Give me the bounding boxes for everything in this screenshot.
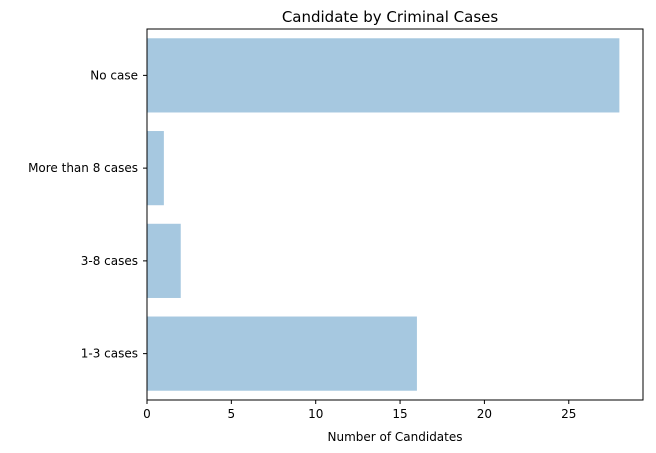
y-tick-label: No case — [90, 68, 138, 82]
bar-1-3-cases — [147, 316, 417, 391]
x-axis-label: Number of Candidates — [328, 430, 463, 444]
bar-no-case — [147, 38, 620, 113]
y-tick-label: 1-3 cases — [81, 347, 138, 361]
axes-group — [146, 28, 644, 401]
bars-group — [147, 38, 620, 391]
x-tick-label: 10 — [308, 407, 323, 421]
bar-more-than-8-cases — [147, 131, 164, 206]
x-tick-label: 25 — [561, 407, 576, 421]
x-axis-ticks: 0 5 10 15 20 25 — [143, 400, 576, 421]
y-axis-ticks: 1-3 cases 3-8 cases More than 8 cases No ca… — [28, 68, 147, 361]
x-tick-label: 5 — [228, 407, 236, 421]
bar-3-8-cases — [147, 223, 181, 298]
x-tick-label: 20 — [477, 407, 492, 421]
x-tick-label: 0 — [143, 407, 151, 421]
x-tick-label: 15 — [392, 407, 407, 421]
plot-frame — [146, 28, 644, 401]
chart-title: Candidate by Criminal Cases — [282, 8, 499, 26]
y-tick-label: More than 8 cases — [28, 161, 138, 175]
y-tick-label: 3-8 cases — [81, 254, 138, 268]
